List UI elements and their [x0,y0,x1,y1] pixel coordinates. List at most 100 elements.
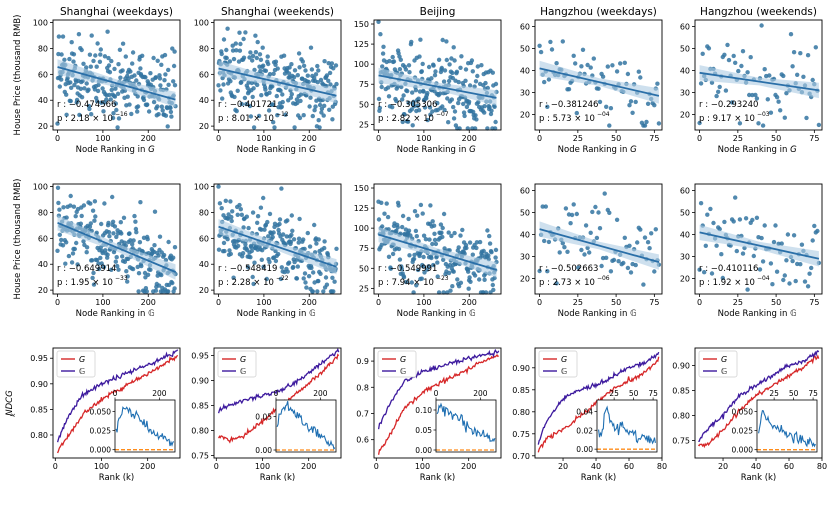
y-tick-label: 40 [520,231,530,240]
data-point [218,88,223,93]
data-point [292,125,297,130]
data-point [110,194,115,200]
r-statistic: r : −0.649914 [57,264,116,274]
data-point [265,54,270,59]
data-point [565,249,570,254]
x-axis-symbol: G [148,145,155,155]
data-point [773,223,778,228]
p-value: p : 1.92 × 10 [699,278,755,288]
data-point [380,224,385,229]
data-point [295,100,300,106]
x-tick-label: 200 [302,134,317,143]
regression-line [57,66,176,101]
data-point [316,237,321,242]
data-point [470,69,475,74]
data-point [435,274,440,279]
data-point [224,55,229,61]
x-axis-label: Node Ranking in [237,309,307,319]
data-point [111,231,116,236]
data-point [114,107,119,113]
data-point [124,269,129,274]
y-tick-label: 0.85 [512,386,530,395]
inset-y-tick-label: 0.00 [255,446,272,455]
data-point [241,36,246,42]
data-point [254,55,259,61]
data-point [241,55,247,60]
data-point [793,278,798,284]
data-point [273,258,279,264]
data-point [482,104,487,109]
r-statistic: r : −0.474566 [57,100,116,110]
data-point [739,63,744,69]
data-point [627,243,632,248]
data-point [91,270,96,276]
data-point [260,248,265,253]
data-point [487,241,493,246]
data-point [168,105,173,111]
data-point [117,47,123,52]
data-point [760,259,766,264]
data-point [302,271,308,276]
data-point [456,79,461,85]
data-point [785,232,791,237]
data-point [429,76,434,81]
data-point [216,247,222,252]
data-point [333,63,339,68]
data-point [413,88,419,93]
data-point [68,193,73,199]
x-tick-label: 75 [809,134,819,143]
data-point [493,255,498,260]
data-point [93,53,98,58]
data-point [781,277,786,283]
data-point [263,87,268,92]
data-point [59,52,64,57]
data-point [714,243,719,248]
y-tick-label: 40 [680,231,690,240]
x-tick-label: 100 [255,462,270,471]
p-value-exponent: −22 [276,275,289,282]
legend-label-Gcal: 𝔾 [400,367,406,376]
data-point [716,89,721,95]
x-tick-label: 40 [591,462,601,471]
data-point [247,103,253,109]
data-point [733,195,738,200]
data-point [267,259,272,265]
x-tick-label: 0 [697,134,702,143]
data-point [554,281,559,286]
data-point [261,264,266,269]
data-point [116,267,121,272]
data-point [768,110,774,115]
regression-line [378,74,497,99]
data-point [326,78,331,84]
data-point [221,37,227,42]
data-point [136,289,141,294]
data-point [401,93,406,98]
inset-background [276,400,336,452]
data-point [248,114,254,119]
data-point [130,242,135,247]
data-point [396,203,401,208]
x-tick-label: 0 [55,298,60,307]
data-point [384,201,389,206]
data-point [390,105,395,110]
data-point [442,107,447,113]
data-point [709,271,715,276]
x-tick-label: 0 [216,298,221,307]
panel-r2c3: 0 100 200 25 50 75 100 125 150 r : −0.549991 p : 7… [354,183,502,319]
data-point [464,245,469,251]
y-tick-label: 0.7 [356,409,369,418]
data-point [255,82,260,88]
data-point [132,213,137,219]
data-point [313,104,318,109]
data-point [748,55,753,60]
data-point [130,266,136,272]
data-point [84,245,90,250]
data-point [307,244,313,249]
data-point [784,91,789,96]
data-point [464,104,470,110]
data-point [410,123,415,128]
data-point [460,227,465,233]
y-tick-label: 60 [38,70,48,79]
data-point [417,54,422,59]
data-point [232,94,237,100]
